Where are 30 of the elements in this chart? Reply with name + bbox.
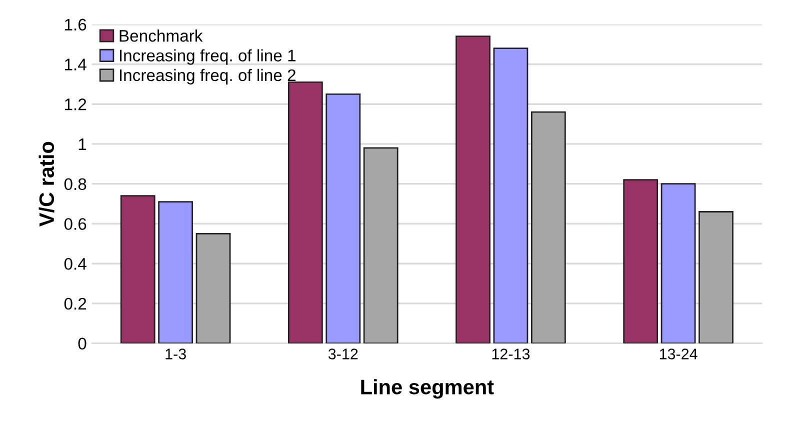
y-tick-label: 1.4 (65, 58, 86, 70)
legend-label: Increasing freq. of line 2 (120, 68, 296, 84)
y-tick-label: 0.6 (64, 218, 86, 230)
x-axis-title: Line segment (361, 379, 494, 399)
legend-label: Increasing freq. of line 1 (120, 49, 296, 65)
bar (493, 48, 528, 344)
bar (158, 201, 194, 344)
x-tick-label: 1-3 (166, 348, 186, 360)
bar (623, 179, 658, 344)
y-tick-label: 1 (78, 138, 86, 150)
bar (698, 211, 734, 344)
legend-label: Benchmark (120, 30, 203, 42)
y-axis-title: V/C ratio (38, 142, 54, 227)
bar (288, 81, 323, 344)
y-tick-label: 0.8 (64, 178, 86, 190)
x-tick-label: 12-13 (492, 348, 530, 360)
bar (660, 183, 696, 344)
bar (456, 36, 490, 344)
bar (120, 195, 156, 344)
y-tick-label: 0.2 (64, 298, 86, 310)
bar (530, 111, 566, 344)
bar (326, 93, 361, 344)
y-tick-label: 1.2 (65, 98, 86, 110)
bar (196, 232, 231, 344)
bar (363, 147, 398, 344)
x-tick-label: 13-24 (660, 348, 698, 360)
y-tick-label: 1.6 (65, 18, 86, 31)
x-tick-label: 3-12 (328, 348, 358, 360)
y-tick-label: 0 (78, 338, 86, 350)
y-tick-label: 0.4 (64, 258, 86, 270)
